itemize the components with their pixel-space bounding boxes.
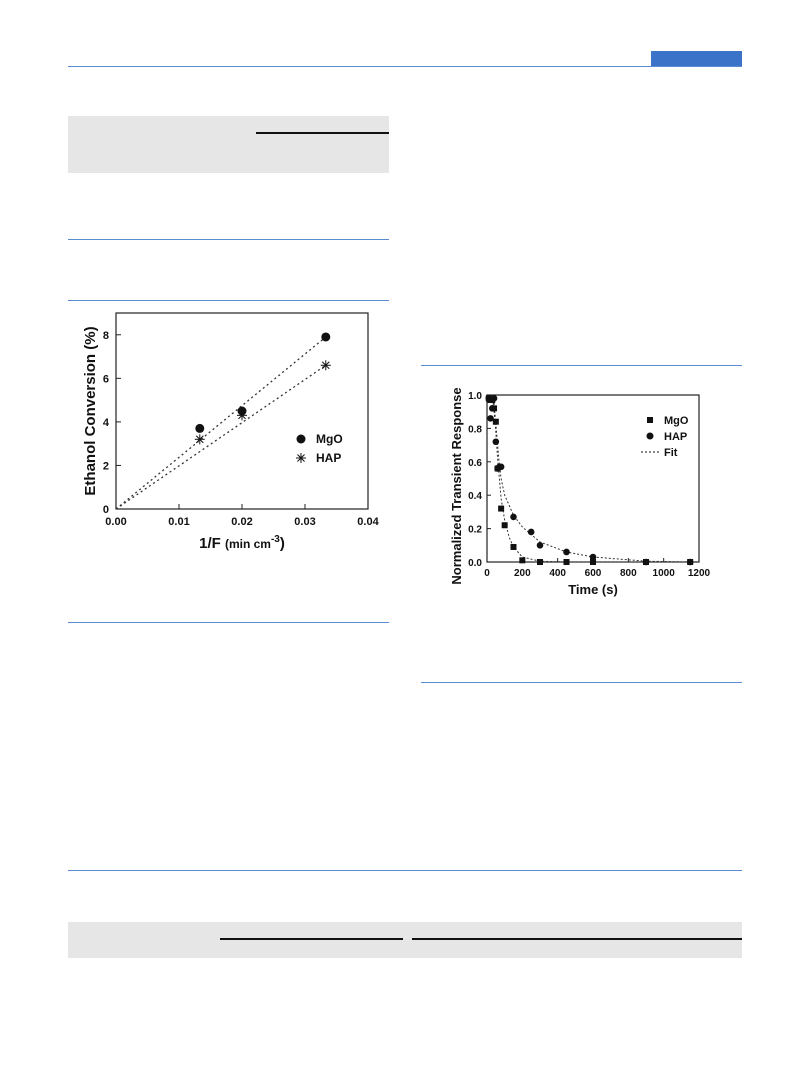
- data-point-mgo: [563, 559, 570, 565]
- data-point-hap: [194, 434, 205, 445]
- fit-curve-mgo: [491, 394, 691, 563]
- data-point-hap: [320, 360, 331, 371]
- legend-asterisk: [296, 453, 306, 463]
- x-axis-label: 1/F (min cm-3): [199, 534, 285, 552]
- legend-label-mgo: MgO: [664, 415, 689, 427]
- data-point-mgo: [519, 557, 526, 564]
- legend-label-mgo: MgO: [316, 432, 343, 446]
- x-tick-label: 1200: [688, 568, 711, 579]
- data-point-hap: [589, 553, 597, 561]
- left-rule-2: [68, 300, 389, 301]
- y-tick-label: 2: [103, 460, 109, 472]
- data-point-mgo: [590, 559, 596, 565]
- y-tick-label: 6: [103, 373, 109, 385]
- legend-marker-hap: [296, 453, 306, 463]
- legend-label-hap: HAP: [316, 451, 341, 465]
- data-point-hap: [527, 528, 535, 536]
- data-point-hap: [563, 548, 570, 556]
- bottom-panel-rule-right: [412, 938, 742, 940]
- x-tick-label: 200: [514, 568, 531, 579]
- bottom-grey-panel: [68, 922, 742, 958]
- legend: MgO HAP: [296, 432, 343, 465]
- x-axis-label: Time (s): [568, 582, 618, 597]
- data-point-hap: [490, 395, 498, 402]
- x-tick-label: 0.04: [357, 516, 379, 528]
- data-point-mgo: [195, 423, 205, 433]
- x-tick-label: 0.01: [168, 516, 189, 528]
- legend-marker-hap: [646, 432, 654, 440]
- legend: MgO HAP Fit: [641, 415, 689, 459]
- y-axis-label: Normalized Transient Response: [449, 387, 464, 584]
- y-axis-label: Ethanol Conversion (%): [82, 326, 99, 495]
- y-tick-label: 8: [103, 330, 109, 342]
- legend-marker-mgo: [647, 417, 653, 423]
- data-point-mgo: [498, 505, 505, 512]
- x-tick-label: 0.03: [294, 516, 315, 528]
- data-point-mgo: [510, 543, 517, 550]
- left-rule-1: [68, 239, 389, 240]
- fit-line-hap: [115, 364, 327, 510]
- fit-line-mgo: [115, 336, 327, 510]
- fit-curve-hap: [491, 394, 691, 563]
- data-point-hap: [492, 438, 500, 446]
- data-point-hap: [642, 558, 650, 566]
- legend-label-fit: Fit: [664, 447, 678, 459]
- data-point-hap: [237, 410, 247, 421]
- data-point-hap: [686, 558, 694, 566]
- data-point-mgo: [321, 332, 331, 342]
- x-tick-label: 400: [549, 568, 566, 579]
- data-point-mgo: [537, 559, 543, 565]
- x-tick-label: 0.00: [105, 516, 126, 528]
- x-tick-label: 600: [585, 568, 602, 579]
- x-tick-label: 0.02: [231, 516, 252, 528]
- right-rule-2: [421, 682, 742, 683]
- y-tick-label: 1.0: [468, 391, 482, 402]
- x-tick-label: 800: [620, 568, 637, 579]
- x-tick-label: 0: [484, 568, 490, 579]
- y-tick-label: 0.2: [468, 525, 482, 536]
- y-tick-label: 0.6: [468, 458, 482, 469]
- header-rule: [68, 66, 742, 67]
- bottom-rule: [68, 870, 742, 871]
- top-panel-rule: [256, 132, 389, 134]
- y-tick-label: 0.4: [468, 491, 482, 502]
- data-point-hap: [489, 405, 496, 412]
- data-point-hap: [536, 542, 544, 549]
- left-rule-3: [68, 622, 389, 623]
- data-point-hap: [510, 513, 517, 521]
- right-rule-1: [421, 365, 742, 366]
- bottom-panel-rule-left: [220, 938, 403, 940]
- legend-label-hap: HAP: [664, 431, 687, 443]
- y-tick-label: 0.8: [468, 424, 482, 435]
- data-point-hap: [487, 415, 494, 422]
- data-point-mgo: [492, 418, 499, 425]
- y-tick-label: 0: [103, 504, 109, 516]
- legend-marker-mgo: [296, 434, 306, 444]
- y-tick-label: 4: [103, 417, 110, 429]
- top-grey-panel: [68, 116, 389, 173]
- header-tab: [651, 51, 742, 66]
- y-tick-label: 0.0: [468, 558, 482, 569]
- data-point-hap: [497, 463, 505, 471]
- x-tick-label: 1000: [653, 568, 676, 579]
- data-point-hap: [485, 395, 493, 402]
- data-point-mgo: [501, 522, 508, 529]
